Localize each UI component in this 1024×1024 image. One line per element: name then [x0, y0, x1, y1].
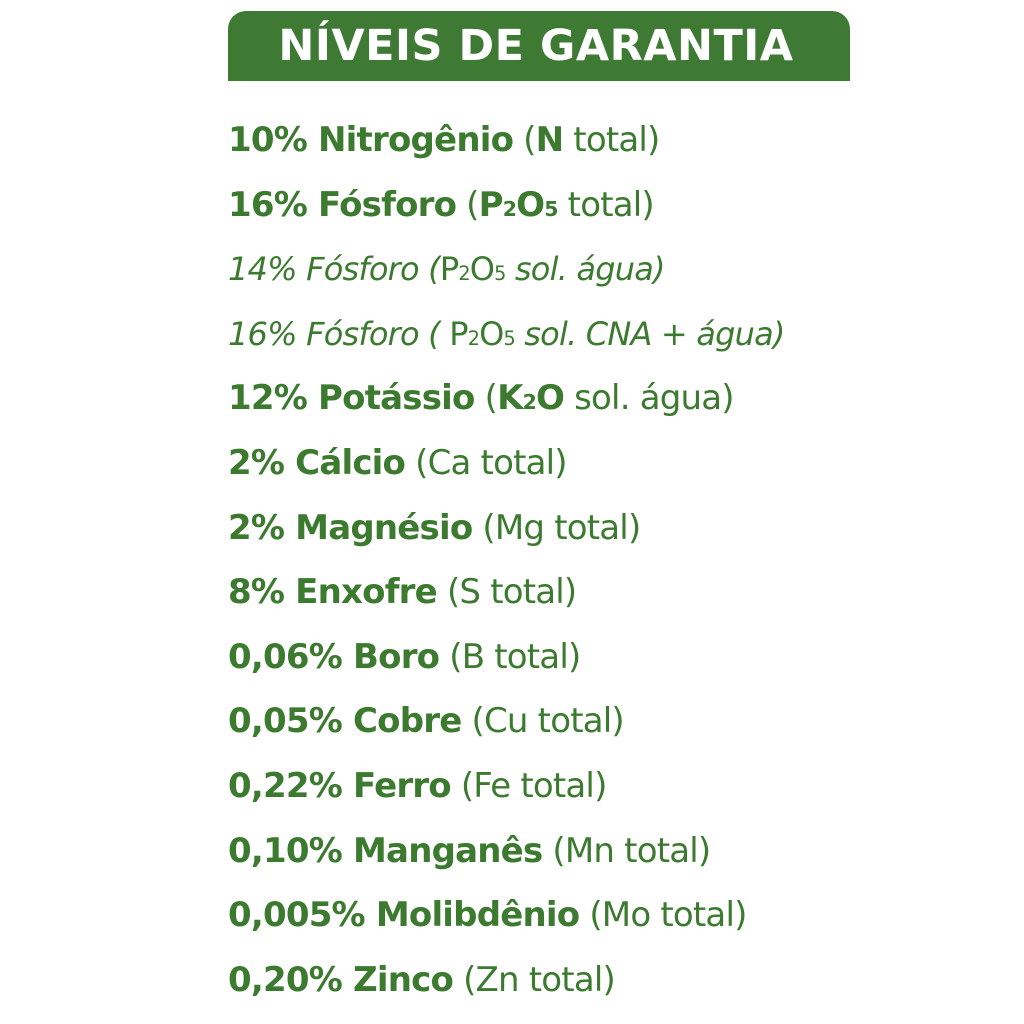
banner-title: NÍVEIS DE GARANTIA — [278, 20, 794, 71]
nutrient-percent-label: 0,20% Zinco — [228, 959, 454, 1000]
nutrient-detail: (Zn total) — [463, 959, 616, 1000]
nutrient-detail: (Mg total) — [482, 507, 641, 548]
nutrient-percent-label: 0,10% Manganês — [228, 830, 543, 871]
nutrient-percent-label: 16% Fósforo — [228, 314, 420, 353]
nutrient-detail: (Cu total) — [471, 701, 625, 742]
guarantee-row-phosphorus-cna-water: 16% Fósforo ( P2O5 sol. CNA + água) — [228, 302, 1008, 367]
guarantee-row-calcium: 2% Cálcio (Ca total) — [228, 431, 1008, 496]
nutrient-percent-label: 0,005% Molibdênio — [228, 895, 580, 936]
nutrient-detail: (Mo total) — [589, 895, 747, 936]
nutrient-percent-label: 2% Magnésio — [228, 507, 473, 548]
guarantee-row-molybdenum: 0,005% Molibdênio (Mo total) — [228, 883, 1008, 948]
nutrient-detail: (N total) — [523, 120, 660, 160]
nutrient-detail: (K2O sol. água) — [484, 378, 735, 419]
guarantee-row-iron: 0,22% Ferro (Fe total) — [228, 754, 1008, 819]
nutrient-percent-label: 0,22% Ferro — [228, 765, 452, 806]
guarantee-row-phosphorus-water-soluble: 14% Fósforo (P2O5 sol. água) — [228, 237, 1008, 302]
guarantee-row-phosphorus-total: 16% Fósforo (P2O5 total) — [228, 173, 1008, 238]
nutrient-percent-label: 0,06% Boro — [228, 636, 440, 677]
nutrient-detail: (B total) — [449, 636, 581, 677]
nutrient-percent-label: 8% Enxofre — [228, 572, 438, 613]
guarantee-row-nitrogen: 10% Nitrogênio (N total) — [228, 108, 1008, 173]
nutrient-detail: (P2O5 total) — [466, 184, 655, 225]
nutrient-percent-label: 12% Potássio — [228, 378, 475, 419]
nutrient-detail: (Mn total) — [552, 830, 711, 871]
nutrient-detail: (Fe total) — [460, 765, 608, 806]
guarantee-row-manganese: 0,10% Manganês (Mn total) — [228, 819, 1008, 884]
guarantee-row-magnesium: 2% Magnésio (Mg total) — [228, 496, 1008, 561]
nutrient-percent-label: 0,05% Cobre — [228, 701, 462, 742]
nutrient-percent-label: 14% Fósforo — [228, 250, 420, 289]
nutrient-detail: (S total) — [446, 572, 577, 613]
nutrient-percent-label: 10% Nitrogênio — [228, 120, 514, 160]
nutrient-percent-label: 16% Fósforo — [228, 184, 457, 225]
guarantee-levels-banner: NÍVEIS DE GARANTIA — [228, 11, 850, 81]
nutrient-detail: (P2O5 sol. água) — [428, 250, 665, 289]
nutrient-detail: (Ca total) — [415, 442, 567, 483]
guarantee-row-boron: 0,06% Boro (B total) — [228, 625, 1008, 690]
nutrient-percent-label: 2% Cálcio — [228, 442, 406, 483]
guarantee-list: 10% Nitrogênio (N total) 16% Fósforo (P2… — [228, 108, 1008, 1012]
guarantee-row-potassium: 12% Potássio (K2O sol. água) — [228, 366, 1008, 431]
guarantee-row-sulfur: 8% Enxofre (S total) — [228, 560, 1008, 625]
nutrient-detail: ( P2O5 sol. CNA + água) — [428, 314, 785, 353]
guarantee-row-zinc: 0,20% Zinco (Zn total) — [228, 948, 1008, 1013]
guarantee-row-copper: 0,05% Cobre (Cu total) — [228, 689, 1008, 754]
